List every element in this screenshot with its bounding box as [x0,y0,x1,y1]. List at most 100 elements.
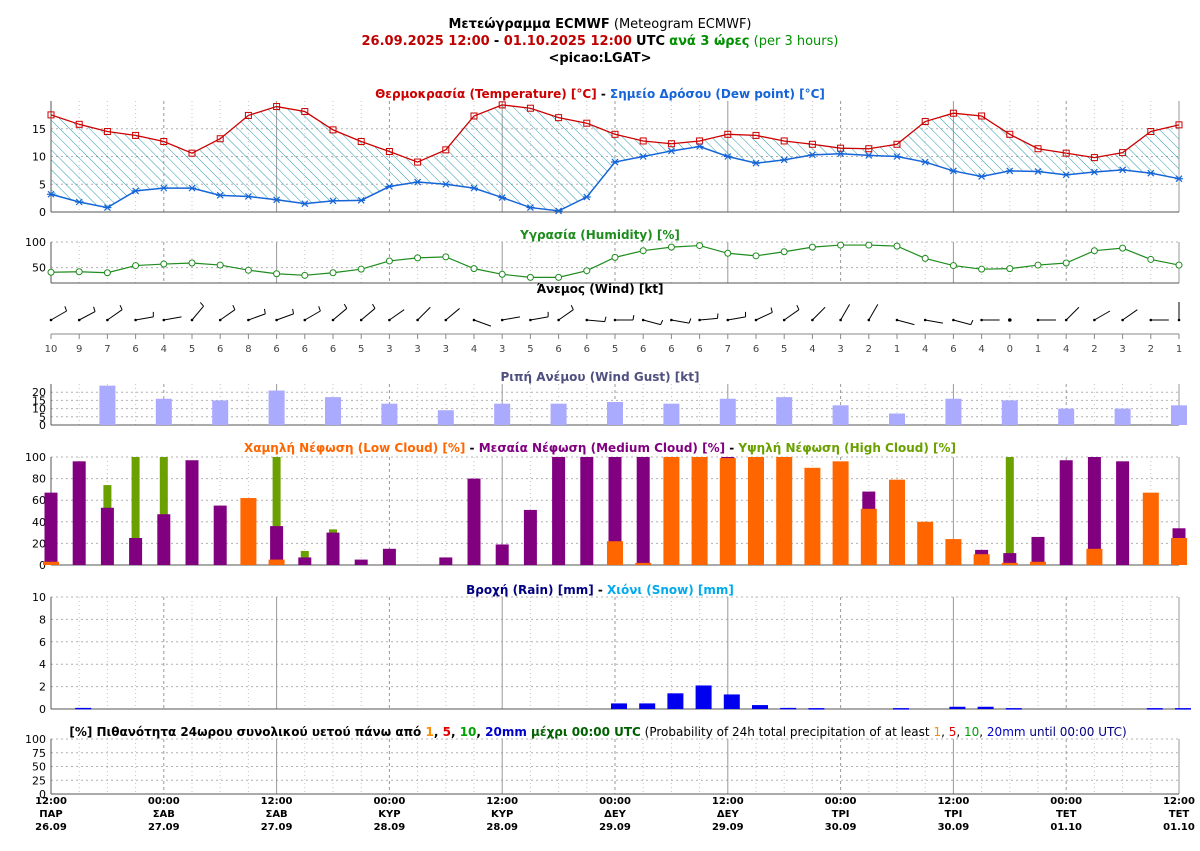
wind-gust-bar [325,397,341,425]
wind-barb-shaft [78,311,96,321]
wind-gust-bar [1114,408,1131,425]
wind-barb-origin [500,318,504,322]
wind-speed-label: 3 [499,344,505,355]
wind-barb [416,306,431,322]
day-label: ΚΥΡ [378,809,400,820]
wind-speed-label: 9 [76,344,82,355]
day-label: ΤΕΤ [1056,809,1077,820]
humidity-point [1119,244,1127,252]
humidity-point [555,273,563,281]
dew-point-point [357,196,366,204]
time-axis-label: 12:00 ΠΑΡ 26.09 [35,796,67,833]
medium-cloud-bar [382,548,396,565]
wind-speed-label: 1 [894,344,900,355]
low-cloud-bar [663,457,680,565]
medium-cloud-bar [552,457,566,565]
dew-point-point [611,158,619,166]
wind-barb-shaft [502,316,521,321]
low-cloud-bar [1142,492,1159,565]
cloud-panel-tick-label: 100 [25,451,46,464]
rain-bar [808,708,825,710]
wind-barb [49,306,68,322]
temperature-point [47,111,55,119]
wind-barb-feather [604,316,607,322]
wind-barb-feather [372,303,376,309]
temperature-point [414,158,422,166]
time-label: 12:00 [35,796,67,807]
date-label: 30.09 [825,822,857,833]
wind-barb [190,302,204,322]
precip-panel-tick-label: 10 [32,591,46,604]
wind-barb-origin [77,318,81,322]
wind-barb-shaft [135,316,154,321]
wind-speed-label: 4 [809,344,815,355]
low-cloud-bar [832,461,849,565]
wind-gust-bar [212,400,229,425]
time-axis-label: 12:00 ΔΕΥ 29.09 [712,796,744,833]
dew-point-point [47,190,55,198]
low-cloud-bar [240,498,257,565]
medium-cloud-bar [157,514,171,565]
wind-barb-origin [980,318,983,322]
time-label: 12:00 [937,796,969,807]
dew-point-point [1118,166,1127,174]
dew-point-point [554,207,563,215]
low-cloud-bar [1086,548,1103,565]
temperature-point [132,131,140,139]
dew-point-point [413,178,422,186]
humidity-point [752,252,760,260]
medium-cloud-bar [72,461,86,565]
humidity-point [442,253,450,261]
wind-gust-bar [1001,400,1018,425]
dew-point-point [244,193,253,200]
humidity-point [893,242,901,250]
humidity-point [837,241,845,249]
wind-gust-bar [550,403,567,425]
humidity-point [188,259,196,267]
humidity-point [724,249,732,257]
wind-barb-shaft [389,309,405,321]
date-label: 26.09 [35,822,67,833]
temperature-point [301,108,309,116]
wind-barb-feather [660,319,664,325]
wind-barb-shaft [1122,309,1138,321]
humidity-point [329,269,337,277]
wind-barb-shaft [163,316,182,321]
wind-barb-feather [64,306,68,312]
temperature-point [808,140,816,148]
wind-barb-origin [134,318,137,322]
temperature-point [667,140,675,148]
wind-barb-feather [263,308,266,314]
medium-cloud-bar [608,457,622,565]
dew-point-point [695,143,704,150]
time-label: 00:00 [373,796,405,807]
wind-gust-panel-title: Ριπή Ανέμου (Wind Gust) [kt] [501,370,700,384]
wind-barb-shaft [558,309,574,321]
wind-barb [613,314,635,322]
low-cloud-bar [43,561,59,565]
cloud-panel-tick-label: 20 [32,537,46,550]
wind-speed-label: 6 [132,344,138,355]
temperature-point [1034,145,1042,153]
wind-barb-origin [952,318,955,322]
time-axis-label: 12:00 ΤΕΤ 01.10 [1163,796,1195,833]
temperature-point [611,130,619,138]
wind-barb [1177,302,1181,322]
dew-point-point [1146,169,1155,177]
wind-barb [218,304,236,322]
dew-point-point [639,153,648,160]
wind-barb [388,309,405,322]
wind-barb-origin [1177,318,1181,322]
cloud-panel-tick-label: 40 [32,516,46,529]
humidity-point [1090,247,1098,255]
low-cloud-bar [1001,562,1018,565]
wind-barb-shaft [727,316,746,321]
wind-barb [641,318,664,326]
wind-barb-origin [247,318,250,322]
wind-gust-bar [607,402,623,425]
wind-barb-shaft [248,313,266,321]
rain-bar [780,707,797,710]
wind-gust-panel-tick-label: 5 [39,411,46,424]
time-label: 00:00 [148,796,180,807]
wind-barb-feather [770,307,773,313]
